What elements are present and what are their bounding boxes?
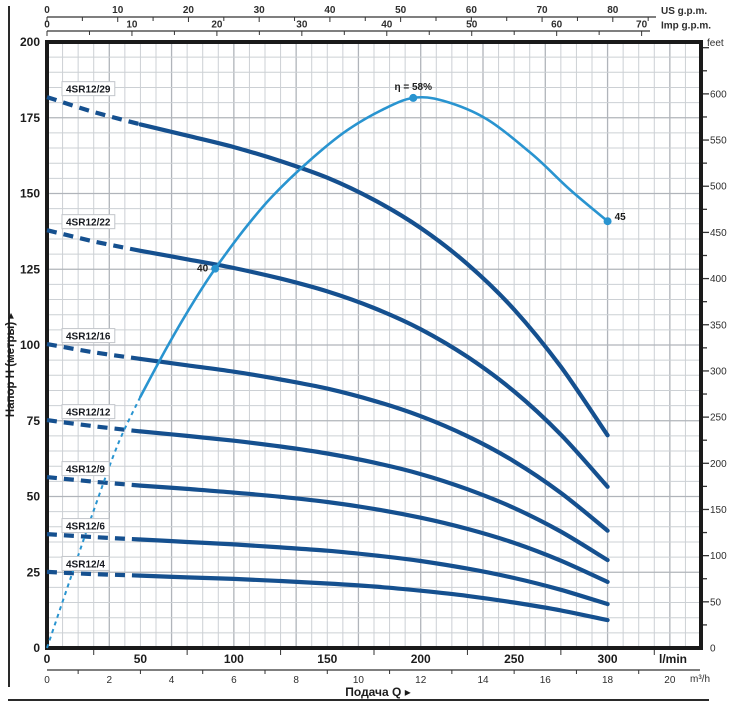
- lmin-tick-label: 100: [224, 652, 244, 666]
- lmin-tick-label: 300: [598, 652, 618, 666]
- meters-tick-label: 200: [20, 35, 40, 49]
- feet-tick-label: 450: [710, 228, 727, 239]
- feet-tick-label: 350: [710, 320, 727, 331]
- curve-label-box: [61, 404, 116, 420]
- curve-label: 4SR12/6: [66, 522, 105, 533]
- lmin-tick-label: 250: [504, 652, 524, 666]
- m3h-tick-label: 2: [107, 675, 113, 686]
- us-gpm-tick-label: 50: [395, 5, 407, 16]
- curve-label-box: [61, 328, 116, 344]
- feet-tick-label: 150: [710, 505, 727, 516]
- efficiency-marker-dot: [211, 264, 220, 273]
- curve-label: 4SR12/29: [66, 85, 111, 96]
- lmin-tick-label: 0: [44, 652, 51, 666]
- efficiency-curve-dashed: [46, 396, 142, 649]
- lmin-tick-label: 150: [317, 652, 337, 666]
- imp-gpm-tick-label: 50: [466, 20, 478, 31]
- imp-gpm-tick-label: 10: [126, 20, 138, 31]
- efficiency-curve: [139, 95, 609, 398]
- curve-label: 4SR12/22: [66, 218, 111, 229]
- curve-label-box: [61, 81, 116, 97]
- imp-gpm-tick-label: 40: [381, 20, 393, 31]
- m3h-tick-label: 8: [293, 675, 299, 686]
- pump-curve: [138, 356, 610, 533]
- us-gpm-tick-label: 20: [183, 5, 195, 16]
- lmin-unit-label: l/min: [659, 652, 687, 666]
- us-gpm-tick-label: 0: [44, 5, 50, 16]
- curve-label: 4SR12/9: [66, 465, 105, 476]
- curve-label-box: [61, 555, 110, 571]
- imp-gpm-tick-label: 60: [551, 20, 563, 31]
- m3h-tick-label: 14: [477, 675, 489, 686]
- meters-tick-label: 175: [20, 111, 40, 125]
- meters-tick-label: 50: [27, 490, 41, 504]
- imp-gpm-unit-label: Imp g.p.m.: [661, 21, 711, 32]
- feet-tick-label: 500: [710, 182, 727, 193]
- m3h-tick-label: 10: [353, 675, 365, 686]
- curve-label-box: [61, 214, 116, 230]
- feet-unit-label: feet: [707, 38, 724, 49]
- efficiency-marker-dot: [409, 93, 418, 102]
- y-axis-title: Напор H (метры) ▸: [5, 313, 17, 417]
- pump-curve: [138, 483, 610, 584]
- pump-curve: [138, 429, 610, 563]
- pump-curve: [138, 537, 610, 607]
- m3h-tick-label: 0: [44, 675, 50, 686]
- meters-tick-label: 75: [27, 414, 41, 428]
- curve-label-box: [61, 461, 110, 477]
- efficiency-marker-dot: [603, 217, 612, 226]
- pump-curve-dashed: [46, 95, 141, 127]
- imp-gpm-tick-label: 30: [296, 20, 308, 31]
- feet-tick-label: 600: [710, 89, 727, 100]
- feet-tick-label: 200: [710, 459, 727, 470]
- efficiency-marker-label: η = 58%: [394, 82, 432, 93]
- feet-tick-label: 400: [710, 274, 727, 285]
- m3h-unit-label: m³/h: [690, 674, 710, 685]
- curve-label-box: [61, 518, 110, 534]
- meters-tick-label: 100: [20, 338, 40, 352]
- meters-tick-label: 125: [20, 262, 40, 276]
- imp-gpm-tick-label: 20: [211, 20, 223, 31]
- feet-tick-label: 250: [710, 413, 727, 424]
- us-gpm-unit-label: US g.p.m.: [661, 6, 707, 17]
- meters-tick-label: 25: [27, 565, 41, 579]
- feet-tick-label: 50: [710, 597, 722, 608]
- meters-tick-label: 150: [20, 187, 40, 201]
- imp-gpm-tick-label: 0: [44, 20, 50, 31]
- m3h-tick-label: 20: [664, 675, 676, 686]
- imp-gpm-tick-label: 70: [636, 20, 648, 31]
- curve-label: 4SR12/12: [66, 408, 111, 419]
- lmin-tick-label: 200: [411, 652, 431, 666]
- pump-curve: [138, 573, 610, 623]
- feet-tick-label: 550: [710, 136, 727, 147]
- curve-label: 4SR12/4: [66, 559, 105, 570]
- feet-tick-label: 0: [710, 644, 716, 655]
- m3h-tick-label: 4: [169, 675, 175, 686]
- feet-tick-label: 300: [710, 366, 727, 377]
- efficiency-marker-label: 45: [615, 212, 627, 223]
- m3h-tick-label: 16: [540, 675, 552, 686]
- curve-label: 4SR12/16: [66, 332, 111, 343]
- us-gpm-tick-label: 60: [466, 5, 478, 16]
- us-gpm-tick-label: 40: [324, 5, 336, 16]
- lmin-tick-label: 50: [134, 652, 148, 666]
- us-gpm-tick-label: 70: [537, 5, 549, 16]
- chart-generated-layer: 0 10 20 30 40 50 60 70 800 10 20 30 40 50 60 700 50 100 15…: [8, 5, 727, 701]
- m3h-tick-label: 6: [231, 675, 237, 686]
- m3h-tick-label: 18: [602, 675, 614, 686]
- us-gpm-tick-label: 30: [254, 5, 266, 16]
- us-gpm-tick-label: 10: [112, 5, 124, 16]
- meters-tick-label: 0: [33, 641, 40, 655]
- efficiency-marker-label: 40: [197, 264, 209, 275]
- pump-curve: [138, 122, 610, 438]
- x-axis-title: Подача Q ▸: [345, 685, 410, 699]
- us-gpm-tick-label: 80: [607, 5, 619, 16]
- pump-curve: [138, 248, 610, 489]
- m3h-tick-label: 12: [415, 675, 427, 686]
- feet-tick-label: 100: [710, 551, 727, 562]
